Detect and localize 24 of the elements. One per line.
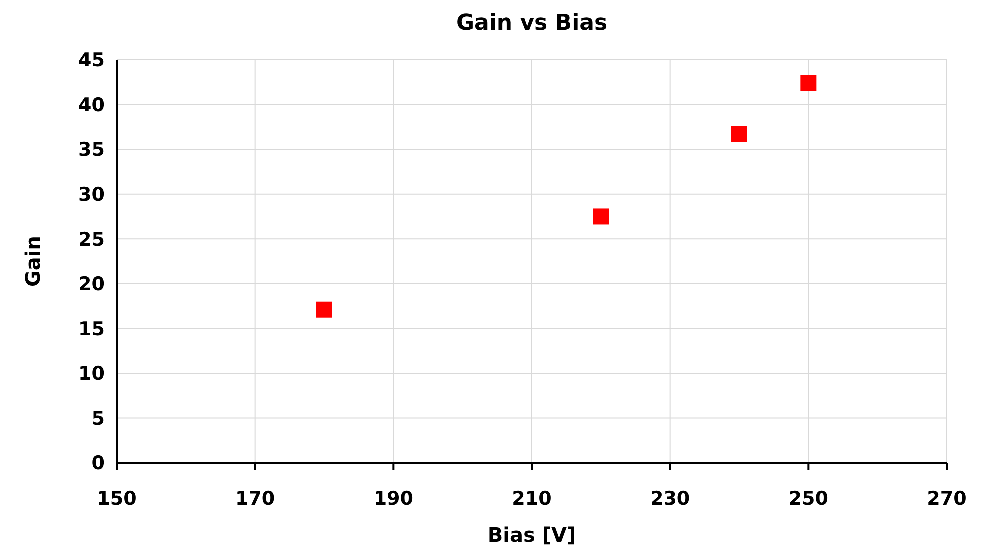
point	[800, 75, 817, 92]
y-tick-label: 25	[78, 228, 105, 251]
x-tick-label: 170	[235, 488, 276, 510]
point	[316, 302, 332, 318]
x-axis-title: Bias [V]	[488, 523, 576, 547]
y-axis-title: Gain	[21, 236, 45, 288]
y-tick-label: 10	[78, 363, 105, 386]
point	[593, 208, 610, 225]
y-tick-label: 40	[78, 94, 105, 116]
point	[732, 126, 748, 142]
x-tick-label: 250	[788, 488, 829, 510]
x-tick-label: 210	[512, 488, 552, 510]
x-tick-label: 150	[97, 488, 137, 510]
x-tick-label: 270	[927, 488, 967, 510]
y-tick-label: 0	[92, 452, 105, 475]
chart-title: Gain vs Bias	[456, 11, 608, 36]
y-tick-label: 20	[78, 274, 105, 296]
y-tick-label: 45	[78, 50, 105, 72]
x-tick-label: 230	[650, 488, 690, 510]
y-tick-label: 15	[78, 318, 105, 340]
y-tick-label: 30	[78, 184, 105, 206]
y-tick-label: 35	[78, 139, 105, 162]
x-tick-label: 190	[374, 488, 414, 510]
y-tick-label: 5	[92, 408, 105, 430]
